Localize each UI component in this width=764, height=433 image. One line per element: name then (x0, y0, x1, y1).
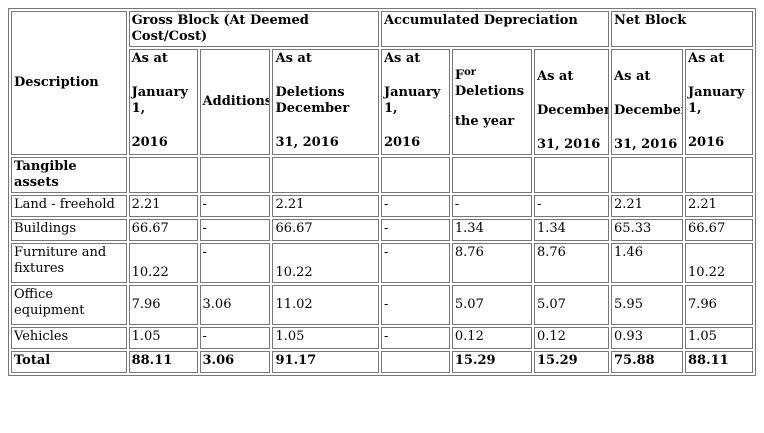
acc-closing-header: As at December 31, 2016 (533, 49, 610, 155)
acc-closing-cell: 1.34 (533, 219, 610, 241)
gross-block-header: Gross Block (At Deemed Cost/Cost) (128, 11, 379, 47)
acc-opening-header: As at January 1, 2016 (380, 49, 450, 155)
empty-cell (128, 157, 198, 193)
total-acc-closing: 15.29 (533, 351, 610, 373)
table-row: Buildings 66.67 - 66.67 - 1.34 1.34 65.3… (11, 219, 753, 241)
acc-year-cell: 0.12 (451, 327, 532, 349)
acc-opening-cell: - (380, 327, 450, 349)
net-closing-cell: 5.95 (611, 285, 683, 325)
gross-opening-cell: 7.96 (128, 285, 198, 325)
net-opening-cell: 2.21 (685, 195, 753, 217)
net-closing-cell: 1.46 (611, 243, 683, 283)
acc-for-the-year-header: For Deletions the year (451, 49, 532, 155)
table-row: Land - freehold 2.21 - 2.21 - - - 2.21 2… (11, 195, 753, 217)
empty-cell (199, 157, 271, 193)
net-opening-header: As at January 1, 2016 (685, 49, 753, 155)
total-net-opening: 88.11 (685, 351, 753, 373)
gross-closing-cell: 10.22 (272, 243, 379, 283)
empty-cell (685, 157, 753, 193)
gross-additions-cell: - (199, 243, 271, 283)
gross-additions-cell: - (199, 195, 271, 217)
net-closing-header: As at December 31, 2016 (611, 49, 683, 155)
gross-additions-cell: - (199, 219, 271, 241)
acc-opening-cell: - (380, 243, 450, 283)
table-row: Vehicles 1.05 - 1.05 - 0.12 0.12 0.93 1.… (11, 327, 753, 349)
row-description: Office equipment (11, 285, 127, 325)
gross-closing-cell: 2.21 (272, 195, 379, 217)
row-description: Land - freehold (11, 195, 127, 217)
total-gross-closing: 91.17 (272, 351, 379, 373)
row-description: Furniture and fixtures (11, 243, 127, 283)
acc-opening-cell: - (380, 195, 450, 217)
gross-opening-cell: 1.05 (128, 327, 198, 349)
total-label: Total (11, 351, 127, 373)
accumulated-depreciation-header: Accumulated Depreciation (380, 11, 610, 47)
gross-closing-cell: 11.02 (272, 285, 379, 325)
total-row: Total 88.11 3.06 91.17 15.29 15.29 75.88… (11, 351, 753, 373)
gross-additions-cell: 3.06 (199, 285, 271, 325)
net-opening-cell: 66.67 (685, 219, 753, 241)
gross-deletions-header: As at Deletions December 31, 2016 (272, 49, 379, 155)
acc-year-cell: - (451, 195, 532, 217)
net-closing-cell: 0.93 (611, 327, 683, 349)
empty-cell (611, 157, 683, 193)
gross-closing-cell: 1.05 (272, 327, 379, 349)
net-opening-cell: 7.96 (685, 285, 753, 325)
empty-cell (380, 157, 450, 193)
gross-opening-cell: 10.22 (128, 243, 198, 283)
total-net-closing: 75.88 (611, 351, 683, 373)
fixed-assets-table: Description Gross Block (At Deemed Cost/… (8, 8, 756, 376)
acc-closing-cell: 8.76 (533, 243, 610, 283)
table-row: Furniture and fixtures 10.22 - 10.22 - 8… (11, 243, 753, 283)
tangible-assets-label: Tangible assets (11, 157, 127, 193)
table-row: Office equipment 7.96 3.06 11.02 - 5.07 … (11, 285, 753, 325)
acc-closing-cell: 5.07 (533, 285, 610, 325)
row-description: Vehicles (11, 327, 127, 349)
total-gross-additions: 3.06 (199, 351, 271, 373)
empty-cell (533, 157, 610, 193)
gross-opening-header: As at January 1, 2016 (128, 49, 198, 155)
acc-closing-cell: 0.12 (533, 327, 610, 349)
net-opening-cell: 10.22 (685, 243, 753, 283)
gross-additions-cell: - (199, 327, 271, 349)
gross-opening-cell: 66.67 (128, 219, 198, 241)
empty-cell (272, 157, 379, 193)
acc-closing-cell: - (533, 195, 610, 217)
acc-opening-cell: - (380, 285, 450, 325)
acc-opening-cell: - (380, 219, 450, 241)
net-closing-cell: 65.33 (611, 219, 683, 241)
total-gross-opening: 88.11 (128, 351, 198, 373)
net-block-header: Net Block (611, 11, 753, 47)
net-closing-cell: 2.21 (611, 195, 683, 217)
description-header: Description (11, 11, 127, 155)
acc-year-cell: 5.07 (451, 285, 532, 325)
acc-year-cell: 8.76 (451, 243, 532, 283)
gross-additions-header: Additions (199, 49, 271, 155)
empty-cell (451, 157, 532, 193)
gross-opening-cell: 2.21 (128, 195, 198, 217)
gross-closing-cell: 66.67 (272, 219, 379, 241)
row-description: Buildings (11, 219, 127, 241)
total-acc-year: 15.29 (451, 351, 532, 373)
total-acc-opening (380, 351, 450, 373)
acc-year-cell: 1.34 (451, 219, 532, 241)
net-opening-cell: 1.05 (685, 327, 753, 349)
